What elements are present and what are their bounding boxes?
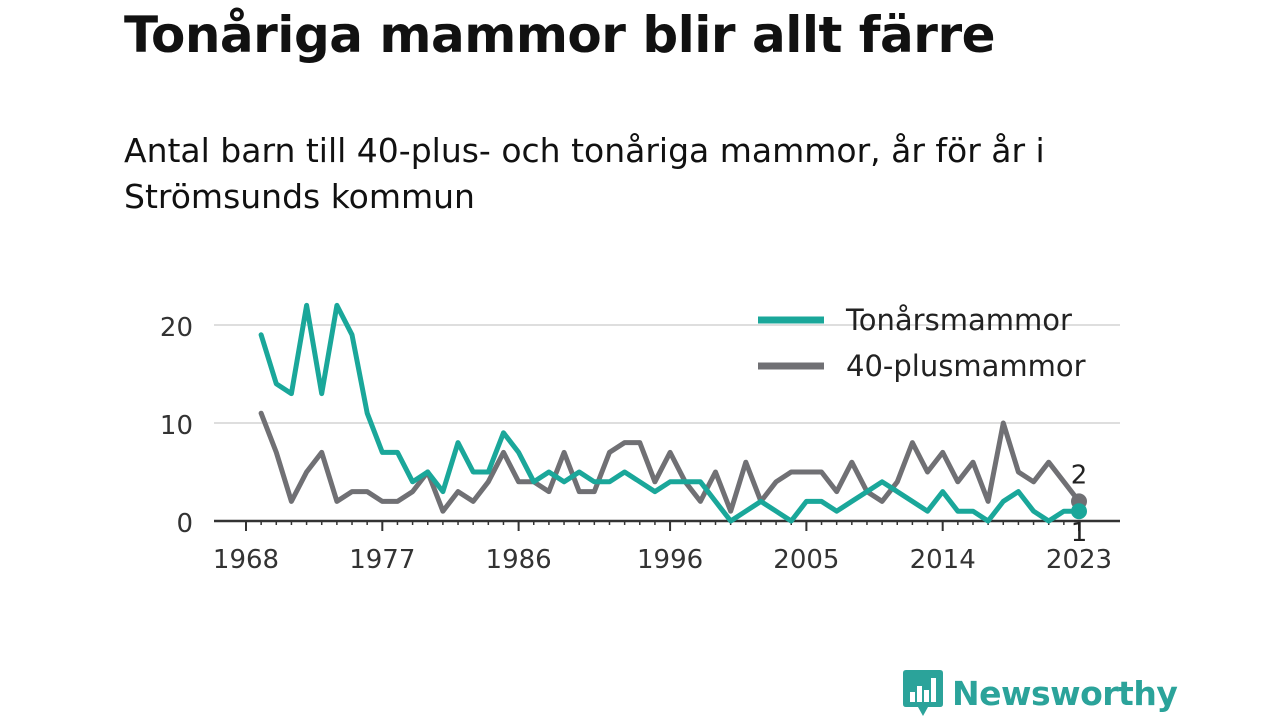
chart-subtitle: Antal barn till 40-plus- och tonåriga ma… (124, 131, 1045, 216)
end-point-tonarsmammor (1071, 503, 1087, 520)
legend-label: Tonårsmammor (845, 303, 1072, 337)
y-tick-label: 0 (176, 509, 193, 539)
brand-name: Newsworthy (952, 673, 1178, 713)
x-tick-label: 1986 (486, 545, 552, 575)
end-value-label: 1 (1071, 518, 1088, 548)
series-line-40-plusmammor (258, 410, 1082, 514)
x-tick-label: 2005 (773, 545, 839, 575)
y-tick-label: 20 (160, 313, 193, 343)
newsworthy-logo: Newsworthy (902, 668, 1178, 718)
legend-label: 40-plusmammor (846, 349, 1086, 383)
y-tick-label: 10 (160, 411, 193, 441)
gridlines (214, 324, 1120, 424)
legend: Tonårsmammor 40-plusmammor (758, 303, 1086, 383)
series-line-tonarsmammor (258, 302, 1082, 524)
x-tick-label: 2014 (910, 545, 976, 575)
x-tick-label: 2023 (1046, 545, 1112, 575)
chart-title: Tonåriga mammor blir allt färre (124, 6, 996, 64)
newsworthy-logo-icon (903, 670, 943, 716)
end-value-label: 2 (1071, 460, 1088, 490)
x-tick-label: 1968 (213, 545, 279, 575)
x-axis: 1968 1977 1986 1996 2005 2014 2023 (213, 519, 1120, 575)
x-tick-label: 1996 (637, 545, 703, 575)
series-lines: 21 (258, 302, 1088, 548)
y-axis: 0 10 20 (160, 313, 193, 539)
x-tick-label: 1977 (349, 545, 415, 575)
